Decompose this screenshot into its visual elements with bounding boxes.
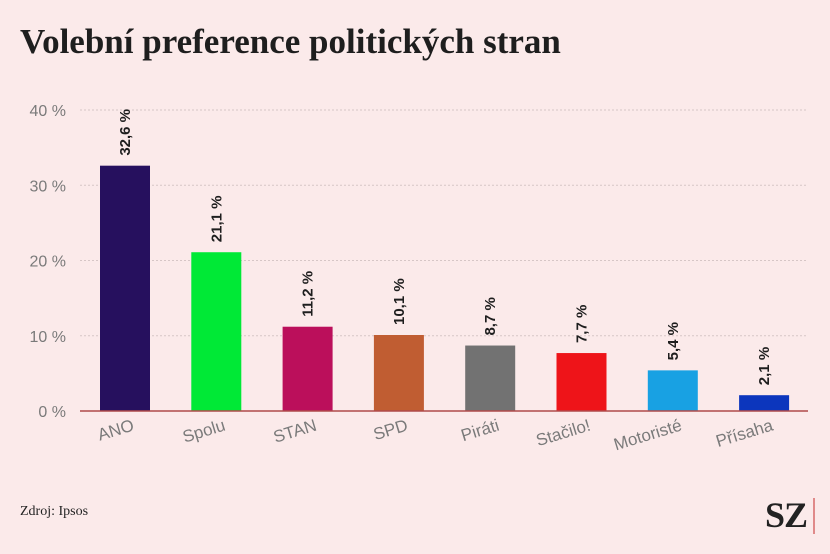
bar-value-label: 7,7 % [574, 305, 591, 343]
category-label: Spolu [180, 416, 227, 447]
y-tick-label: 30 % [30, 178, 66, 195]
bar-value-label: 8,7 % [482, 297, 499, 335]
category-label: ANO [95, 416, 136, 445]
y-tick-label: 0 % [38, 404, 66, 421]
bar-value-label: 32,6 % [117, 109, 134, 156]
bar [373, 334, 424, 411]
bar-value-label: 10,1 % [391, 278, 408, 325]
bar-value-label: 2,1 % [756, 347, 773, 385]
publisher-logo: SZ [765, 495, 808, 535]
logo-accent-bar [813, 498, 815, 534]
bar-value-label: 21,1 % [208, 196, 225, 243]
source-note: Zdroj: Ipsos [20, 504, 89, 519]
y-tick-label: 40 % [30, 103, 66, 120]
y-axis-ticks: 0 % 10 % 20 % 30 % 40 % [30, 103, 66, 421]
category-label: Motoristé [612, 416, 684, 455]
bar [282, 326, 333, 411]
gridlines [80, 109, 808, 337]
category-label: Přísaha [714, 415, 776, 450]
bar-value-label: 11,2 % [300, 271, 317, 317]
bar [191, 252, 242, 411]
category-label: Piráti [459, 416, 502, 445]
bar [556, 353, 607, 411]
value-labels: 32,6 % 21,1 % 11,2 % 10,1 % 8,7 % 7,7 % 5,4 % 2… [117, 109, 773, 385]
category-label: SPD [371, 416, 410, 444]
category-label: STAN [271, 416, 319, 447]
bar [100, 165, 150, 411]
y-tick-label: 20 % [30, 254, 66, 271]
bar [465, 345, 516, 411]
bars [100, 165, 790, 411]
bar-chart: 0 % 10 % 20 % 30 % 40 % 32,6 % 21,1 % 11,2 % 10… [30, 103, 808, 454]
bar-value-label: 5,4 % [665, 322, 682, 360]
category-label: Stačilo! [534, 416, 593, 450]
bar [647, 370, 698, 411]
chart-title: Volební preference politických stran [20, 22, 561, 61]
category-labels: ANO Spolu STAN SPD Piráti Stačilo! Motoristé Př… [95, 415, 775, 454]
y-tick-label: 10 % [30, 329, 66, 346]
bar [739, 395, 790, 411]
